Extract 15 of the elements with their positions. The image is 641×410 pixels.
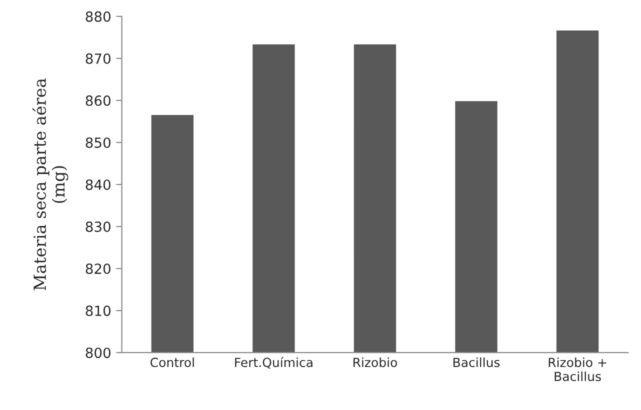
- y-tick-label: 840: [86, 179, 110, 190]
- x-tick-label: Bacillus: [454, 357, 500, 368]
- y-tick-label: 850: [86, 137, 110, 148]
- x-tick-label: Fert.Química: [235, 356, 312, 369]
- y-axis-title: Materia seca parte aérea (mg): [32, 78, 68, 290]
- y-tick-label: 870: [86, 53, 110, 64]
- y-tick-label: 800: [86, 348, 110, 358]
- y-tick-label: 860: [86, 95, 110, 106]
- x-tick-label: Rizobio: [354, 357, 398, 368]
- y-tick-label: 830: [86, 221, 110, 232]
- x-tick-label: Rizobio + Bacillus: [548, 357, 606, 382]
- x-tick-label: Control: [150, 357, 194, 368]
- y-tick-label: 820: [86, 264, 110, 274]
- y-tick-label: 810: [86, 306, 110, 316]
- y-tick-label: 880: [86, 11, 110, 22]
